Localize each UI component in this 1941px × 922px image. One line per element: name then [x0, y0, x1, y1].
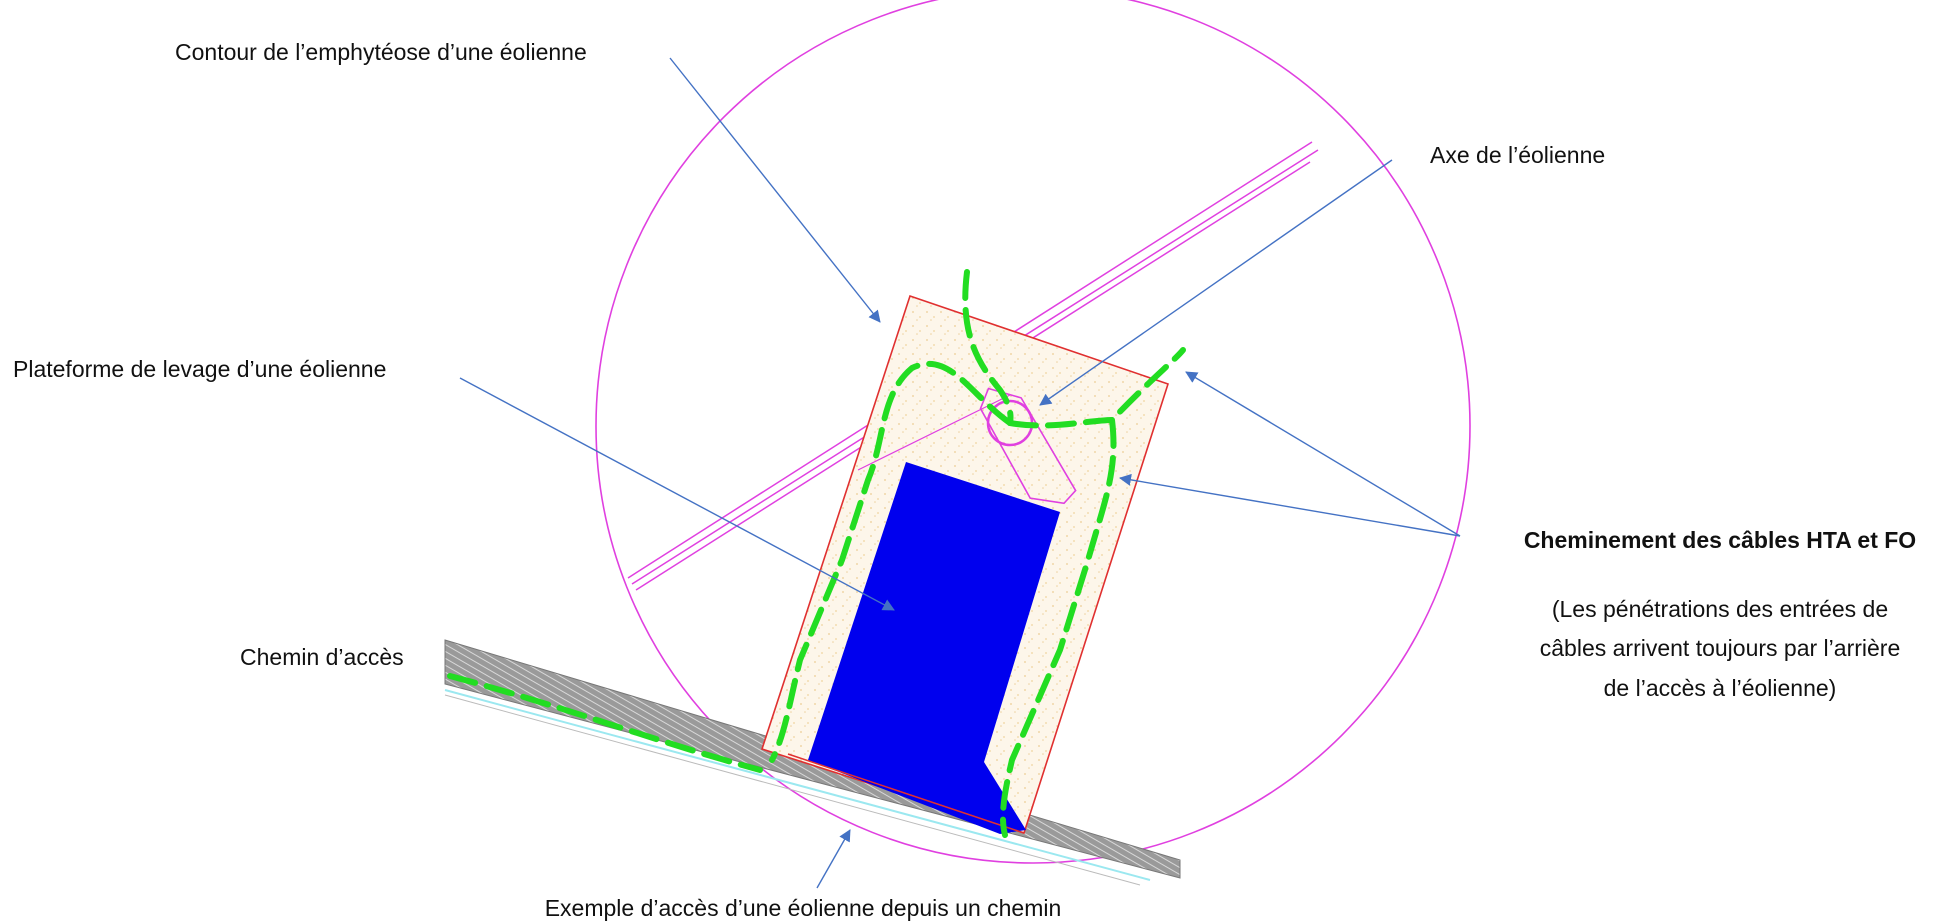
- lifting-platform: [808, 462, 1060, 834]
- axis-line-across: [857, 394, 1011, 471]
- turbine-foundation: [979, 387, 1077, 505]
- arrow-cheminement-2: [1119, 473, 1461, 537]
- arrow-plateforme: [459, 377, 895, 611]
- arrow-exemple: [816, 829, 851, 889]
- label-cheminement-note-3: de l’accès à l’éolienne): [1604, 675, 1837, 701]
- label-chemin: Chemin d’accès: [240, 644, 404, 670]
- label-exemple: Exemple d’accès d’une éolienne depuis un…: [545, 895, 1062, 921]
- label-cheminement-title: Cheminement des câbles HTA et FO: [1524, 527, 1916, 553]
- road-edge-bottom: [444, 689, 1151, 881]
- cable-routes: [447, 269, 1186, 838]
- label-cheminement-note-2: câbles arrivent toujours par l’arrière: [1540, 635, 1901, 661]
- label-cheminement-note-1: (Les pénétrations des entrées de: [1552, 596, 1888, 622]
- arrow-cheminement-1: [1185, 371, 1461, 537]
- emphyteose-circle: [595, 0, 1471, 864]
- arrow-contour: [669, 57, 881, 323]
- arrow-axe: [1039, 159, 1393, 406]
- road-edge-bottom-2: [444, 694, 1141, 886]
- label-contour: Contour de l’emphytéose d’une éolienne: [175, 39, 587, 65]
- lifting-platform-edge: [787, 753, 1025, 834]
- label-plateforme: Plateforme de levage d’une éolienne: [13, 356, 386, 382]
- label-axe: Axe de l’éolienne: [1430, 142, 1605, 168]
- annotation-arrows: [459, 57, 1461, 889]
